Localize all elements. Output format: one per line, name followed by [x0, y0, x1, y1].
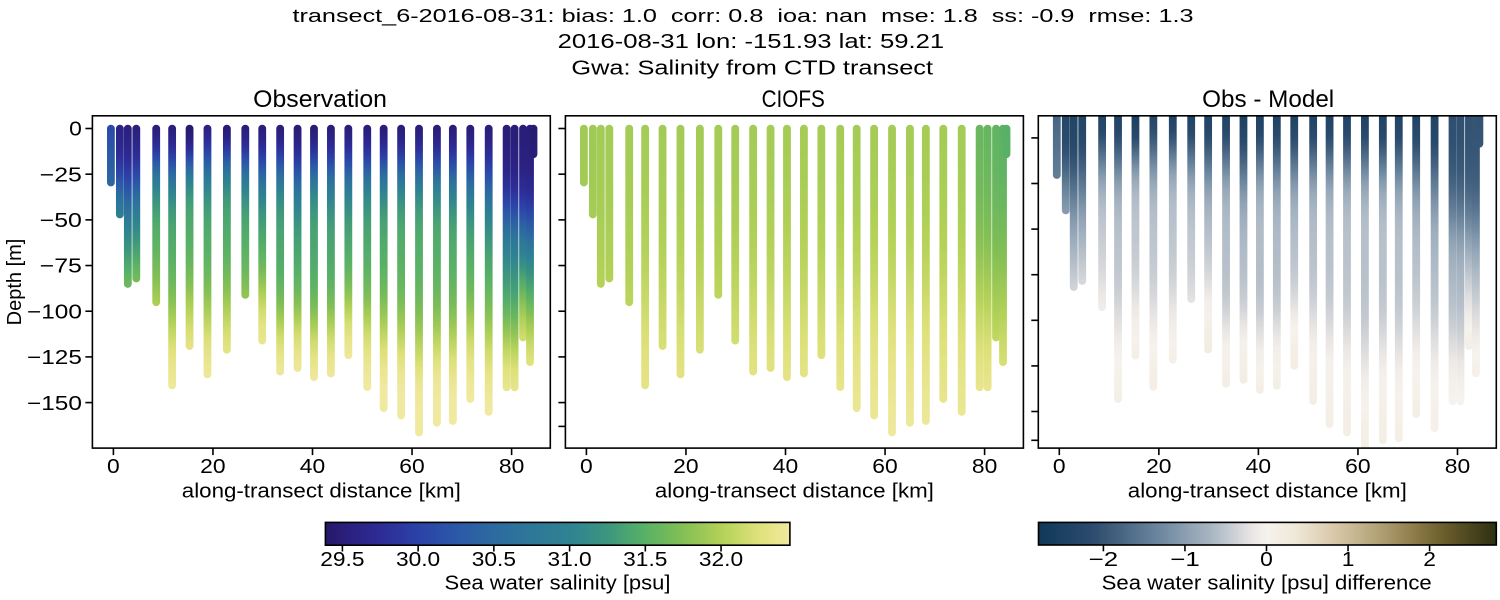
svg-text:−2: −2 — [1089, 549, 1119, 571]
svg-text:along-transect distance [km]: along-transect distance [km] — [182, 481, 461, 503]
svg-text:31.5: 31.5 — [623, 549, 667, 571]
svg-text:20: 20 — [200, 456, 225, 478]
svg-text:0: 0 — [69, 119, 82, 141]
svg-text:−1: −1 — [1170, 549, 1200, 571]
svg-text:20: 20 — [1146, 456, 1171, 478]
svg-text:−25: −25 — [40, 164, 82, 186]
svg-text:60: 60 — [872, 456, 897, 478]
svg-text:2016-08-31 lon: -151.93 lat: 5: 2016-08-31 lon: -151.93 lat: 59.21 — [558, 31, 945, 53]
svg-text:Obs - Model: Obs - Model — [1202, 86, 1334, 113]
svg-text:80: 80 — [1445, 456, 1470, 478]
svg-text:−75: −75 — [40, 256, 82, 278]
svg-text:Observation: Observation — [253, 86, 387, 113]
svg-text:2: 2 — [1423, 549, 1436, 571]
svg-text:0: 0 — [580, 456, 593, 478]
svg-text:29.5: 29.5 — [320, 549, 364, 571]
svg-text:Gwa: Salinity from CTD transec: Gwa: Salinity from CTD transect — [571, 58, 933, 80]
svg-text:along-transect distance [km]: along-transect distance [km] — [655, 481, 934, 503]
svg-text:−50: −50 — [40, 210, 82, 232]
svg-text:transect_6-2016-08-31: bias: 1: transect_6-2016-08-31: bias: 1.0 corr: 0… — [293, 5, 1194, 27]
svg-text:40: 40 — [300, 456, 325, 478]
svg-text:80: 80 — [972, 456, 997, 478]
svg-text:along-transect distance [km]: along-transect distance [km] — [1128, 481, 1407, 503]
svg-text:32.0: 32.0 — [699, 549, 743, 571]
svg-text:60: 60 — [1345, 456, 1370, 478]
svg-text:CIOFS: CIOFS — [762, 86, 825, 113]
svg-text:60: 60 — [399, 456, 424, 478]
svg-text:−100: −100 — [27, 301, 82, 323]
svg-text:1: 1 — [1342, 549, 1355, 571]
svg-text:40: 40 — [773, 456, 798, 478]
svg-text:Depth [m]: Depth [m] — [4, 239, 26, 326]
svg-text:−125: −125 — [27, 347, 82, 369]
svg-text:Sea water salinity [psu] diffe: Sea water salinity [psu] difference — [1102, 573, 1432, 595]
svg-text:80: 80 — [499, 456, 524, 478]
svg-text:31.0: 31.0 — [548, 549, 592, 571]
svg-text:0: 0 — [1260, 549, 1273, 571]
svg-text:30.0: 30.0 — [396, 549, 440, 571]
svg-text:0: 0 — [1053, 456, 1066, 478]
svg-text:Sea water salinity [psu]: Sea water salinity [psu] — [445, 573, 671, 595]
svg-text:40: 40 — [1246, 456, 1271, 478]
svg-text:20: 20 — [673, 456, 698, 478]
svg-text:−150: −150 — [27, 393, 82, 415]
svg-text:30.5: 30.5 — [472, 549, 516, 571]
svg-text:0: 0 — [107, 456, 120, 478]
